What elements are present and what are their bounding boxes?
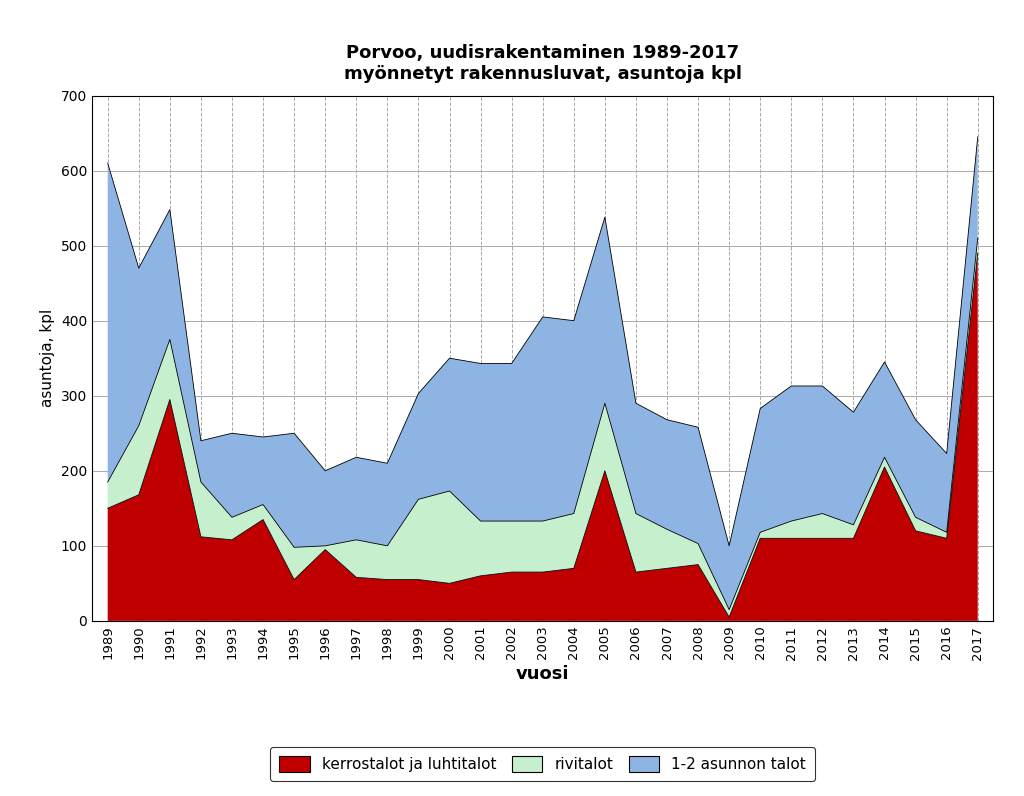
X-axis label: vuosi: vuosi [516,665,569,683]
Legend: kerrostalot ja luhtitalot, rivitalot, 1-2 asunnon talot: kerrostalot ja luhtitalot, rivitalot, 1-… [270,747,815,782]
Y-axis label: asuntoja, kpl: asuntoja, kpl [40,309,55,408]
Title: Porvoo, uudisrakentaminen 1989-2017
myönnetyt rakennusluvat, asuntoja kpl: Porvoo, uudisrakentaminen 1989-2017 myön… [344,44,741,83]
